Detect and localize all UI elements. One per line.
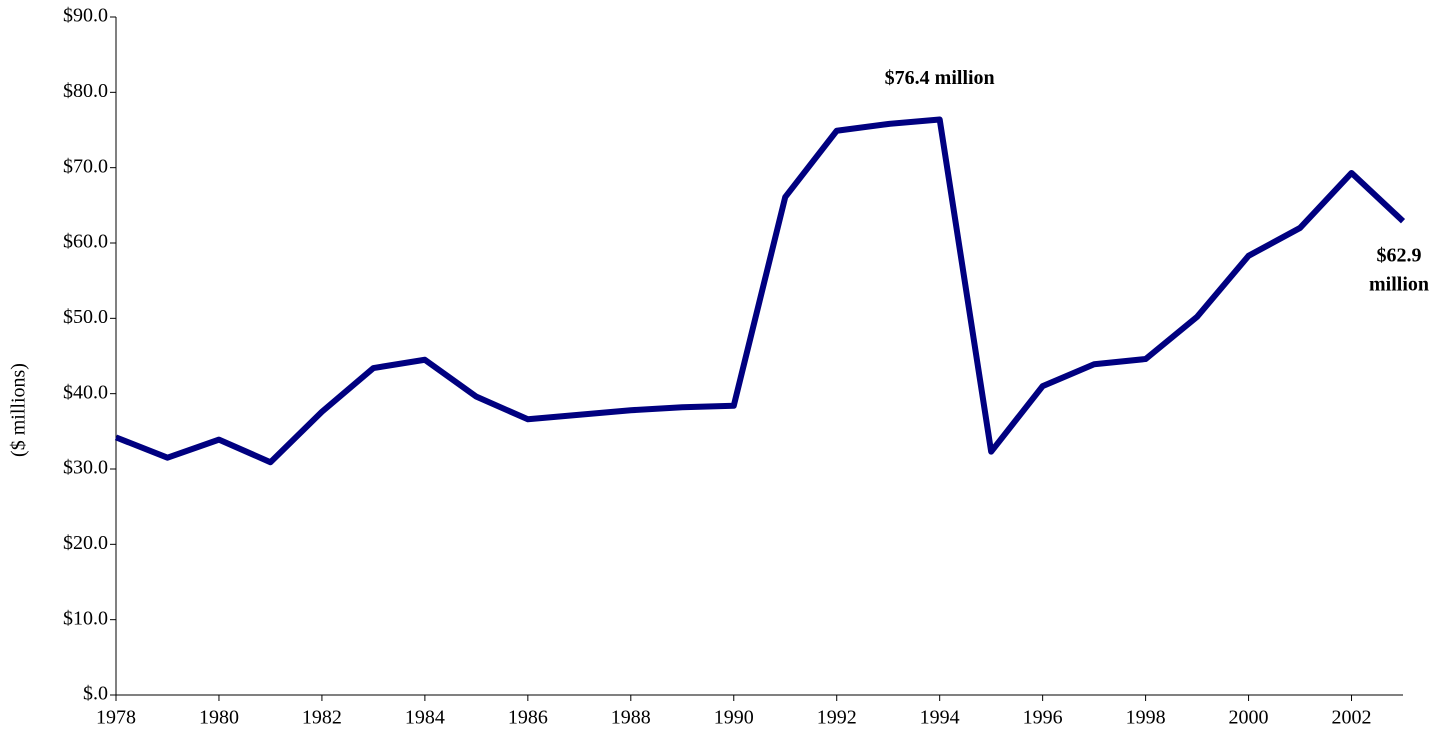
- annotation: million: [1369, 274, 1429, 296]
- x-tick-label: 1978: [96, 707, 136, 729]
- y-tick-label: $40.0: [63, 381, 108, 403]
- y-tick-label: $20.0: [63, 532, 108, 554]
- y-tick-label: $80.0: [63, 80, 108, 102]
- y-tick-label: $.0: [83, 683, 108, 705]
- x-tick-label: 1990: [714, 707, 754, 729]
- x-tick-label: 1980: [199, 707, 239, 729]
- x-tick-label: 1998: [1126, 707, 1166, 729]
- y-tick-label: $70.0: [63, 155, 108, 177]
- y-tick-label: $10.0: [63, 607, 108, 629]
- x-tick-label: 1992: [817, 707, 857, 729]
- y-tick-label: $30.0: [63, 457, 108, 479]
- x-tick-label: 1982: [302, 707, 342, 729]
- x-tick-label: 2000: [1229, 707, 1269, 729]
- x-tick-label: 1996: [1023, 707, 1063, 729]
- annotation: $62.9: [1377, 245, 1422, 267]
- y-tick-label: $50.0: [63, 306, 108, 328]
- x-tick-label: 2002: [1332, 707, 1372, 729]
- annotation: $76.4 million: [885, 67, 995, 89]
- x-tick-label: 1984: [405, 707, 445, 729]
- y-tick-label: $90.0: [63, 5, 108, 27]
- x-tick-label: 1994: [920, 707, 960, 729]
- x-tick-label: 1986: [508, 707, 548, 729]
- y-axis-label: ($ millions): [8, 363, 30, 457]
- line-series: [114, 116, 1406, 466]
- x-tick-label: 1988: [611, 707, 651, 729]
- y-tick-label: $60.0: [63, 231, 108, 253]
